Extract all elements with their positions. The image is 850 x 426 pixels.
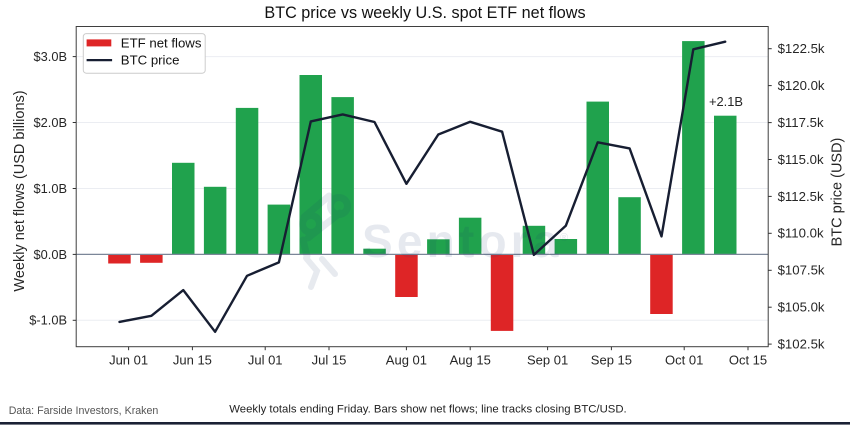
svg-text:BTC price (USD): BTC price (USD): [830, 138, 846, 247]
svg-text:$0.0B: $0.0B: [34, 247, 67, 262]
svg-text:ETF net flows: ETF net flows: [121, 35, 202, 50]
svg-text:Data: Farside Investors, Krake: Data: Farside Investors, Kraken: [9, 405, 159, 417]
svg-text:$1.0B: $1.0B: [34, 181, 67, 196]
svg-text:®: ®: [560, 232, 568, 244]
svg-text:Jun 01: Jun 01: [109, 353, 148, 368]
svg-text:Sentora: Sentora: [362, 215, 563, 267]
svg-text:$110.0k: $110.0k: [778, 226, 824, 241]
svg-text:Oct 01: Oct 01: [665, 353, 703, 368]
svg-text:Jul 01: Jul 01: [248, 353, 283, 368]
svg-text:Oct 15: Oct 15: [729, 353, 767, 368]
svg-text:Sep 01: Sep 01: [527, 353, 568, 368]
svg-text:$2.0B: $2.0B: [34, 115, 67, 130]
svg-text:Sep 15: Sep 15: [591, 353, 632, 368]
svg-text:$102.5k: $102.5k: [778, 337, 825, 352]
svg-text:BTC price vs weekly U.S. spot: BTC price vs weekly U.S. spot ETF net fl…: [264, 4, 585, 22]
svg-text:Jul 15: Jul 15: [312, 353, 347, 368]
svg-text:$107.5k: $107.5k: [778, 263, 825, 278]
svg-text:+2.1B: +2.1B: [709, 94, 743, 109]
svg-text:$122.5k: $122.5k: [778, 41, 825, 56]
svg-text:$115.0k: $115.0k: [778, 152, 824, 167]
svg-text:Weekly totals ending Friday. B: Weekly totals ending Friday. Bars show n…: [229, 404, 626, 416]
svg-text:BTC price: BTC price: [121, 52, 180, 67]
svg-text:Aug 15: Aug 15: [450, 353, 491, 368]
svg-text:$105.0k: $105.0k: [778, 300, 825, 315]
svg-text:$-1.0B: $-1.0B: [29, 313, 67, 328]
svg-text:Weekly net flows (USD billions: Weekly net flows (USD billions): [12, 90, 28, 291]
svg-text:Aug 01: Aug 01: [386, 353, 427, 368]
svg-text:$120.0k: $120.0k: [778, 78, 825, 93]
svg-text:$112.5k: $112.5k: [778, 189, 824, 204]
svg-text:Jun 15: Jun 15: [173, 353, 212, 368]
svg-text:$3.0B: $3.0B: [34, 49, 67, 64]
svg-text:$117.5k: $117.5k: [778, 115, 824, 130]
